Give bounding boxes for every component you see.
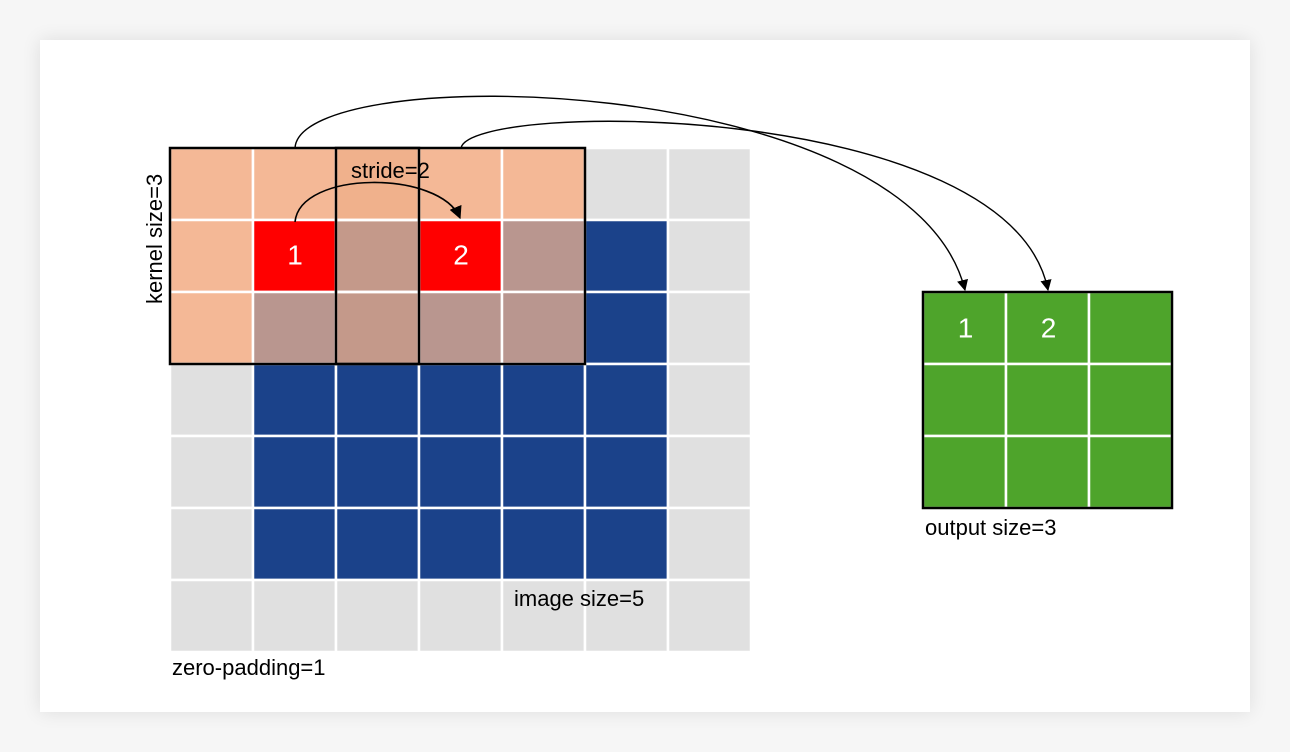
- input-cell: [417, 578, 504, 654]
- output-cell-label: 2: [1041, 312, 1057, 343]
- input-cell: [168, 362, 255, 438]
- kernel-size-label: kernel size=3: [142, 174, 167, 304]
- arrow-to-output-1: [294, 95, 968, 292]
- input-cell: [334, 578, 421, 654]
- kernel-center-label-1: 1: [287, 239, 303, 270]
- input-cell: [500, 218, 587, 294]
- input-cell: [417, 434, 504, 510]
- arrow-to-output-2: [460, 120, 1052, 292]
- input-cell: [168, 506, 255, 582]
- kernel-overlap-cell: [334, 290, 421, 366]
- input-cell: [666, 218, 753, 294]
- input-cell: [168, 578, 255, 654]
- kernel-window-1: [168, 146, 421, 366]
- kernel-center-label-2: 2: [453, 239, 469, 270]
- stride-label: stride=2: [351, 158, 430, 183]
- input-cell: [500, 578, 587, 654]
- input-cell: [666, 290, 753, 366]
- input-cell: [666, 362, 753, 438]
- input-cell: [334, 434, 421, 510]
- kernel-overlap-cell: [334, 218, 421, 294]
- input-cell: [251, 506, 338, 582]
- input-cell: [500, 146, 587, 222]
- input-cell: [417, 290, 504, 366]
- input-cell: [666, 434, 753, 510]
- input-cell: [666, 146, 753, 222]
- input-cell: [583, 506, 670, 582]
- input-cell: [334, 506, 421, 582]
- zero-padding-label: zero-padding=1: [172, 655, 326, 680]
- output-frame: [921, 290, 1174, 510]
- input-grid: [168, 146, 753, 654]
- input-cell: [417, 362, 504, 438]
- output-cell: [1087, 434, 1174, 510]
- input-cell: [417, 506, 504, 582]
- input-cell: [168, 146, 255, 222]
- input-cell: [251, 290, 338, 366]
- input-cell: [168, 434, 255, 510]
- input-cell: [251, 578, 338, 654]
- output-size-label: output size=3: [925, 515, 1056, 540]
- output-cell: [1004, 434, 1091, 510]
- input-cell: [500, 434, 587, 510]
- output-cell: [921, 434, 1008, 510]
- input-cell: [500, 506, 587, 582]
- input-cell: [334, 218, 421, 294]
- input-cell: [583, 146, 670, 222]
- kernel-window-2: [334, 146, 587, 366]
- input-cell: [666, 506, 753, 582]
- input-cell: [500, 290, 587, 366]
- input-cell: [168, 290, 255, 366]
- output-cell: [1087, 290, 1174, 366]
- output-cell: [1004, 362, 1091, 438]
- input-cell: [251, 146, 338, 222]
- input-cell: [168, 218, 255, 294]
- output-cell-label: 1: [958, 312, 974, 343]
- stride-arrow: [294, 181, 462, 223]
- input-cell: [251, 434, 338, 510]
- input-cell: [583, 362, 670, 438]
- input-cell: [583, 218, 670, 294]
- input-cell: [251, 362, 338, 438]
- output-cell: [1087, 362, 1174, 438]
- input-cell: [417, 146, 504, 222]
- output-cell: [921, 362, 1008, 438]
- image-size-label: image size=5: [514, 586, 644, 611]
- input-cell: [666, 578, 753, 654]
- input-cell: [334, 362, 421, 438]
- input-cell: [583, 434, 670, 510]
- input-cell: [500, 362, 587, 438]
- input-cell: [583, 290, 670, 366]
